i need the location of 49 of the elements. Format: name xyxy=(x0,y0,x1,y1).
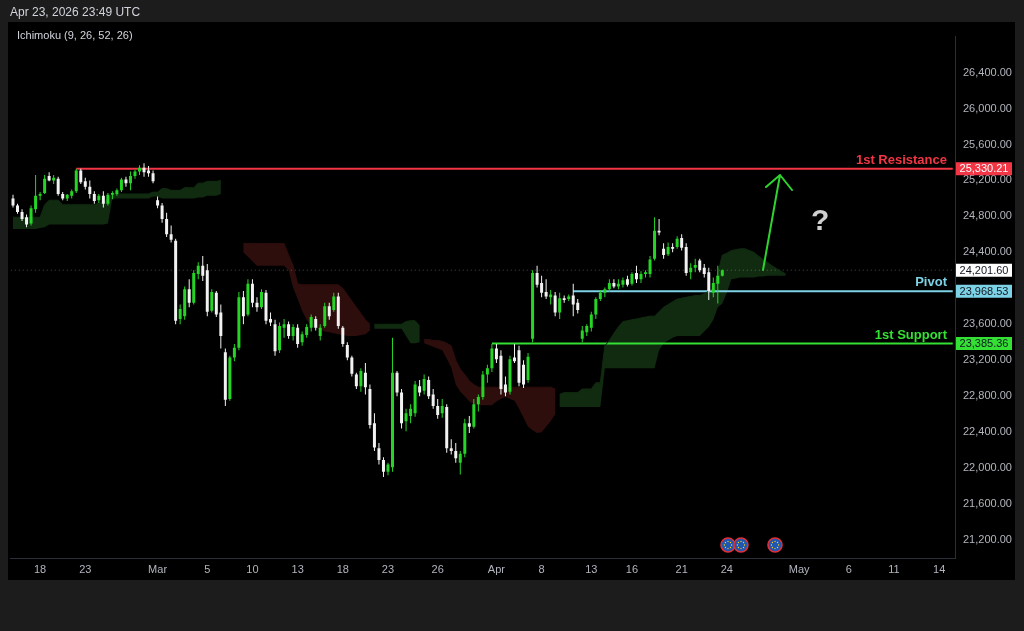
candlestick xyxy=(110,191,114,200)
x-tick-label: 16 xyxy=(625,562,639,575)
y-tick-label: 22,000.00 xyxy=(963,461,1012,474)
x-tick-label: Mar xyxy=(148,562,168,575)
x-tick-label: May xyxy=(788,562,811,575)
y-tick-label: 23,200.00 xyxy=(963,353,1012,366)
y-tick-label: 22,400.00 xyxy=(963,425,1012,438)
x-tick-label: 8 xyxy=(538,562,545,575)
data-label: 25,330.21 xyxy=(959,162,1009,175)
y-tick-label: 26,400.00 xyxy=(963,65,1012,78)
y-tick-label: 25,200.00 xyxy=(963,173,1012,186)
candlestick xyxy=(282,318,286,338)
candlestick xyxy=(644,270,648,278)
x-tick-label: 10 xyxy=(246,562,259,575)
candlestick xyxy=(657,219,661,236)
chart-title: Apr 23, 2026 23:49 UTC xyxy=(10,5,141,19)
candlestick xyxy=(671,243,675,253)
y-tick-label: 21,200.00 xyxy=(963,533,1012,546)
x-tick-label: 14 xyxy=(933,562,946,575)
series-label: 1st Resistance xyxy=(855,151,947,167)
y-tick-label: 24,800.00 xyxy=(963,209,1012,222)
x-tick-label: 18 xyxy=(336,562,349,575)
candlestick xyxy=(38,192,42,201)
data-label: 23,385.36 xyxy=(959,337,1009,350)
x-tick-label: 24 xyxy=(720,562,733,575)
annotation: ? xyxy=(811,203,830,236)
x-tick-label: 6 xyxy=(845,562,852,575)
y-tick-label: 25,600.00 xyxy=(963,137,1012,150)
y-tick-label: 26,000.00 xyxy=(963,101,1012,114)
series-label: 1st Support xyxy=(874,326,948,342)
x-tick-label: 23 xyxy=(381,562,395,575)
y-tick-label: 21,600.00 xyxy=(963,497,1012,510)
y-tick-label: 23,600.00 xyxy=(963,317,1012,330)
x-tick-label: 13 xyxy=(291,562,304,575)
x-tick-label: 23 xyxy=(79,562,92,575)
series-label: Pivot xyxy=(915,274,948,290)
x-tick-label: Apr xyxy=(487,562,506,575)
ref-line-label: 24,201.60 xyxy=(959,263,1009,276)
data-label: 23,968.53 xyxy=(959,284,1009,297)
candlestick xyxy=(449,439,453,455)
x-tick-label: 21 xyxy=(675,562,688,575)
x-tick-label: 11 xyxy=(888,562,900,575)
annotation: Ichimoku (9, 26, 52, 26) xyxy=(17,29,133,41)
y-tick-label: 24,400.00 xyxy=(963,245,1012,258)
x-tick-label: 18 xyxy=(33,562,47,575)
x-tick-label: 5 xyxy=(204,562,211,575)
x-tick-label: 26 xyxy=(431,562,444,575)
y-tick-label: 22,800.00 xyxy=(963,389,1012,402)
x-tick-label: 13 xyxy=(585,562,598,575)
